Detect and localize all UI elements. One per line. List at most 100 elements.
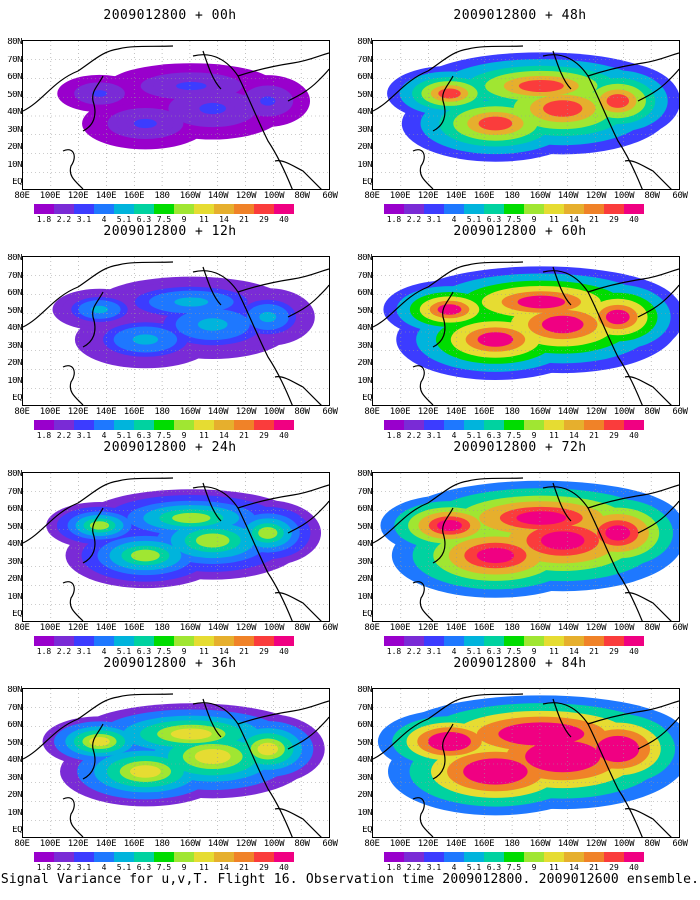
colorbar-swatch xyxy=(234,852,254,862)
colorbar-label: 21 xyxy=(239,431,249,440)
latitude-label: EQ xyxy=(362,826,372,835)
variance-contour xyxy=(478,116,513,131)
colorbar-label: 29 xyxy=(259,863,269,872)
coastline xyxy=(637,68,679,102)
colorbar-swatch xyxy=(154,420,174,430)
colorbar-label: 1.8 xyxy=(386,431,402,440)
colorbar-label: 11 xyxy=(199,215,209,224)
map-panel: 2009012800 + 24h 80N 70N 60N 50N 40N 30N 20N 10N… xyxy=(0,434,340,656)
colorbar-swatch xyxy=(404,852,424,862)
colorbar-label: 14 xyxy=(569,215,579,224)
colorbar-label: 29 xyxy=(609,863,619,872)
coastline xyxy=(62,365,84,405)
coastline xyxy=(23,45,174,112)
colorbar-swatch xyxy=(234,420,254,430)
colorbar-label: 5.1 xyxy=(116,431,132,440)
longitude-label: 60W xyxy=(322,623,338,633)
variance-contour xyxy=(540,531,585,550)
colorbar-swatch xyxy=(524,852,544,862)
latitude-label: 10N xyxy=(357,808,372,818)
coastline xyxy=(237,52,329,77)
colorbar-swatch xyxy=(34,852,54,862)
latitude-label: 30N xyxy=(357,773,372,783)
colorbar-swatch xyxy=(384,852,404,862)
colorbar xyxy=(384,204,644,214)
colorbar-label: 14 xyxy=(219,431,229,440)
longitude-label: 120E xyxy=(67,407,89,417)
coastline xyxy=(82,723,104,780)
latitude-label: EQ xyxy=(362,178,372,187)
colorbar-label: 6.3 xyxy=(486,647,502,656)
colorbar-label: 7.5 xyxy=(156,431,172,440)
latitude-label: 50N xyxy=(7,90,22,100)
longitude-label: 100W xyxy=(613,191,635,201)
longitude-label: 140E xyxy=(95,191,117,201)
longitude-label: 120E xyxy=(417,839,439,849)
latitude-label: 40N xyxy=(7,540,22,549)
latitude-label: 30N xyxy=(357,125,372,135)
colorbar-label: 3.1 xyxy=(426,215,442,224)
longitude-label: 100W xyxy=(263,623,285,633)
colorbar-swatch xyxy=(214,204,234,214)
latitude-label: 20N xyxy=(357,359,372,368)
longitude-label: 100W xyxy=(613,623,635,633)
longitude-label: 120W xyxy=(235,191,257,201)
colorbar-swatch xyxy=(484,636,504,646)
colorbar-label: 40 xyxy=(279,863,289,872)
colorbar-label: 9 xyxy=(181,647,187,656)
longitude-axis: 80E 100E 120E 140E 160E 180 160W 140W 120W 100W 80… xyxy=(0,407,340,419)
colorbar-label: 4 xyxy=(451,431,457,440)
variance-field xyxy=(23,41,329,189)
latitude-label: 40N xyxy=(7,324,22,333)
colorbar-swatch xyxy=(624,852,644,862)
longitude-label: 160W xyxy=(529,407,551,417)
variance-contour xyxy=(476,763,515,780)
variance-contour xyxy=(174,297,209,307)
map-panel: 2009012800 + 48h 80N 70N 60N 50N 40N 30N 20N 10N… xyxy=(350,2,690,224)
coastline xyxy=(202,698,222,738)
longitude-label: 180 xyxy=(154,623,170,633)
colorbar-label: 21 xyxy=(239,647,249,656)
coastline xyxy=(192,486,293,621)
colorbar-label: 6.3 xyxy=(136,647,152,656)
panel-title: 2009012800 + 72h xyxy=(453,440,587,455)
colorbar-swatch xyxy=(624,204,644,214)
colorbar-label: 29 xyxy=(259,215,269,224)
colorbar-label: 2.2 xyxy=(406,431,422,440)
colorbar-label: 2.2 xyxy=(56,863,72,872)
colorbar-swatch xyxy=(194,852,214,862)
longitude-label: 140W xyxy=(207,191,229,201)
colorbar-swatch xyxy=(504,204,524,214)
longitude-label: 100W xyxy=(263,191,285,201)
latitude-label: 20N xyxy=(7,791,22,800)
longitude-label: 100E xyxy=(39,839,61,849)
colorbar-swatch xyxy=(154,636,174,646)
latitude-label: 70N xyxy=(357,55,372,65)
colorbar-label: 7.5 xyxy=(156,647,172,656)
variance-contour xyxy=(133,118,157,129)
longitude-label: 60W xyxy=(322,407,338,417)
variance-field xyxy=(373,689,679,837)
colorbar-swatch xyxy=(34,420,54,430)
coastline xyxy=(624,376,672,405)
colorbar-swatch xyxy=(544,636,564,646)
map-panel: 2009012800 + 12h 80N 70N 60N 50N 40N 30N 20N 10N… xyxy=(0,218,340,440)
panel-title: 2009012800 + 24h xyxy=(103,440,237,455)
longitude-label: 100E xyxy=(389,191,411,201)
colorbar-label: 40 xyxy=(279,431,289,440)
colorbar-swatch xyxy=(544,852,564,862)
colorbar-label: 6.3 xyxy=(486,215,502,224)
latitude-label: 70N xyxy=(7,487,22,497)
longitude-label: 120W xyxy=(235,407,257,417)
colorbar-swatch xyxy=(54,852,74,862)
colorbar-label: 4 xyxy=(451,863,457,872)
variance-map xyxy=(22,40,330,190)
colorbar-label: 14 xyxy=(569,431,579,440)
colorbar-swatch xyxy=(274,852,294,862)
longitude-label: 160E xyxy=(473,839,495,849)
colorbar-label: 21 xyxy=(589,431,599,440)
latitude-label: 20N xyxy=(7,575,22,584)
colorbar-swatch xyxy=(234,636,254,646)
longitude-label: 140W xyxy=(557,191,579,201)
colorbar-swatch xyxy=(444,636,464,646)
